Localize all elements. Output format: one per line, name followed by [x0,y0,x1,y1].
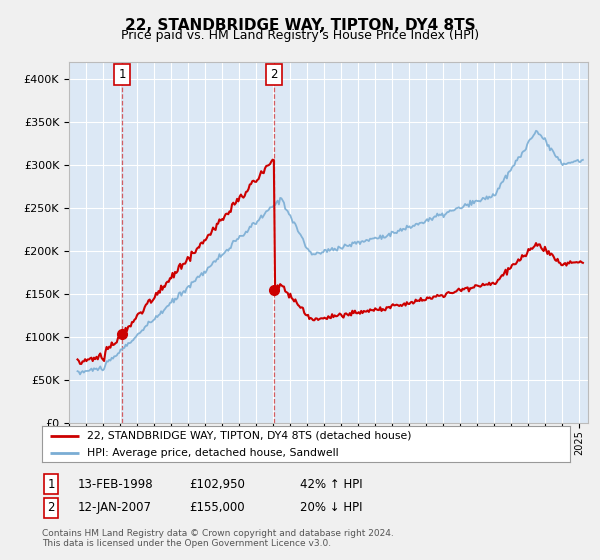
Text: 2: 2 [270,68,278,81]
Text: £155,000: £155,000 [189,501,245,515]
Text: 42% ↑ HPI: 42% ↑ HPI [300,478,362,491]
Text: 13-FEB-1998: 13-FEB-1998 [78,478,154,491]
Text: 2: 2 [47,501,55,515]
Text: 12-JAN-2007: 12-JAN-2007 [78,501,152,515]
Text: 20% ↓ HPI: 20% ↓ HPI [300,501,362,515]
Text: Contains HM Land Registry data © Crown copyright and database right 2024.
This d: Contains HM Land Registry data © Crown c… [42,529,394,548]
Text: Price paid vs. HM Land Registry's House Price Index (HPI): Price paid vs. HM Land Registry's House … [121,29,479,42]
Text: 1: 1 [118,68,126,81]
Text: 22, STANDBRIDGE WAY, TIPTON, DY4 8TS: 22, STANDBRIDGE WAY, TIPTON, DY4 8TS [125,18,475,34]
Text: 1: 1 [47,478,55,491]
Text: £102,950: £102,950 [189,478,245,491]
Text: 22, STANDBRIDGE WAY, TIPTON, DY4 8TS (detached house): 22, STANDBRIDGE WAY, TIPTON, DY4 8TS (de… [87,431,412,441]
Text: HPI: Average price, detached house, Sandwell: HPI: Average price, detached house, Sand… [87,448,338,458]
